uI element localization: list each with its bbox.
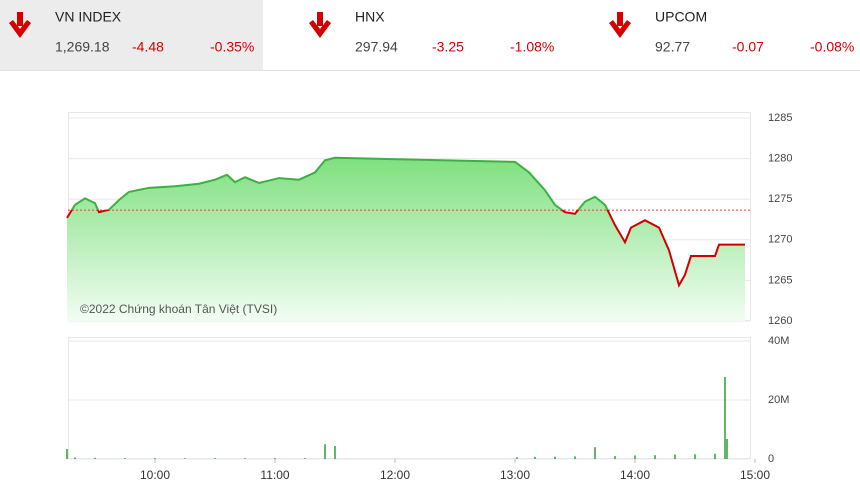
down-arrow [309,12,331,38]
x-tick-label: 12:00 [380,468,410,482]
y-tick-label: 40M [768,335,789,347]
x-tick-label: 13:00 [500,468,530,482]
y-tick-label: 1275 [768,193,792,205]
index-percent: -1.08% [510,39,554,55]
down-arrow [609,12,631,38]
index-change: -0.07 [732,39,764,55]
index-value: 297.94 [355,39,398,55]
volume-bar [124,458,126,459]
index-value: 1,269.18 [55,39,110,55]
index-percent: -0.08% [810,39,854,55]
volume-bar [334,446,336,459]
y-tick-label: 1280 [768,153,792,165]
x-tick-label: 14:00 [620,468,650,482]
volume-bar [274,458,276,459]
x-tick-label: 11:00 [260,468,289,482]
y-tick-label: 1260 [768,315,792,327]
price-line [66,156,745,288]
volume-bar [724,376,726,459]
volume-bar [554,456,556,459]
header-highlight [0,0,263,70]
index-value: 92.77 [655,39,690,55]
volume-bar [94,457,96,459]
watermark: ©2022 Chứng khoán Tân Việt (TVSI) [80,302,277,316]
y-tick-label: 1285 [768,112,792,124]
price-area [67,157,745,321]
volume-bar [534,456,536,459]
volume-bar [516,457,518,459]
index-percent: -0.35% [210,39,254,55]
volume-bar [634,455,636,459]
volume-bar [654,455,656,459]
volume-bar [726,438,728,459]
x-tick-label: 10:00 [140,468,170,482]
volume-bar [66,448,68,459]
volume-bar [674,454,676,459]
volume-bar [154,458,156,459]
index-name: UPCOM [655,9,707,25]
volume-bar [74,457,76,459]
volume-bar [614,456,616,459]
volume-bar [594,447,596,459]
volume-bar [324,444,326,459]
y-tick-label: 20M [768,394,789,406]
y-tick-label: 1265 [768,274,792,286]
volume-bar [214,458,216,459]
y-tick-label: 1270 [768,234,792,246]
index-change: -3.25 [432,39,464,55]
x-tick-label: 15:00 [740,468,770,482]
volume-bar [304,458,306,459]
volume-bar [184,458,186,459]
volume-bar [714,453,716,459]
volume-bar [244,458,246,459]
index-change: -4.48 [132,39,164,55]
index-name: VN INDEX [55,9,122,25]
volume-frame [68,337,751,459]
y-tick-label: 0 [768,453,774,465]
volume-bar [694,454,696,459]
index-name: HNX [355,9,385,25]
volume-bar [574,456,576,459]
